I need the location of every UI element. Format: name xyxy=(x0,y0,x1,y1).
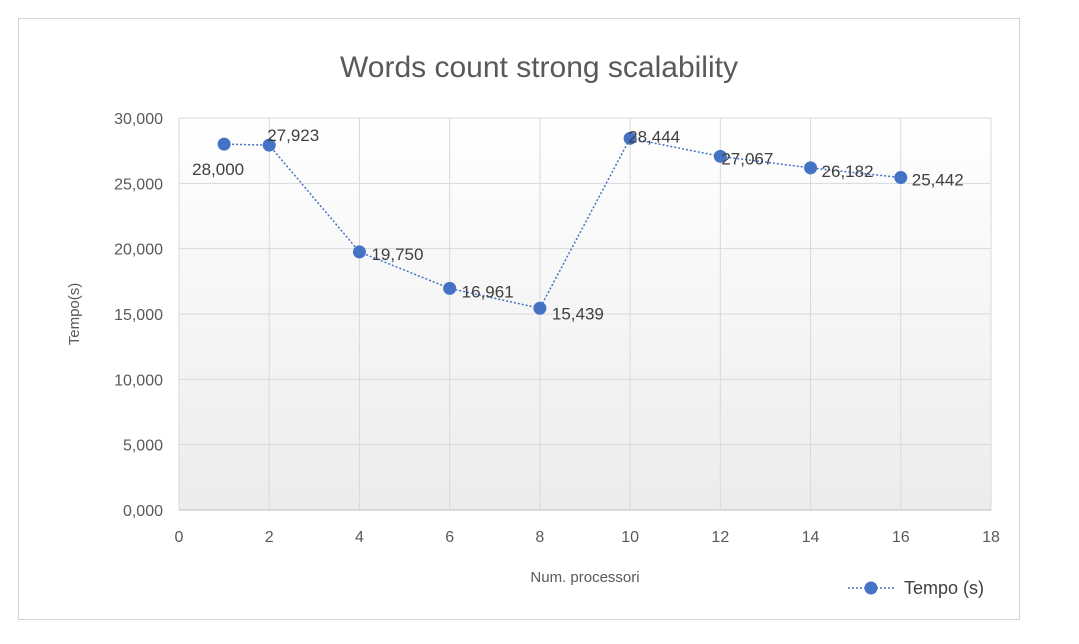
x-axis-title: Num. processori xyxy=(530,569,639,586)
x-tick-label: 0 xyxy=(175,529,184,546)
data-point xyxy=(217,137,231,151)
x-tick-label: 6 xyxy=(445,529,454,546)
data-label: 28,000 xyxy=(192,160,244,179)
x-axis-ticks: 0 2 4 6 8 10 12 14 16 18 xyxy=(175,529,1000,546)
data-point xyxy=(262,138,276,152)
chart-frame: Words count strong scalability 0,000 5,00… xyxy=(18,18,1020,620)
data-point xyxy=(804,161,818,175)
x-tick-label: 10 xyxy=(621,529,639,546)
data-label: 27,067 xyxy=(721,149,773,168)
x-tick-label: 16 xyxy=(892,529,910,546)
chart-canvas: Words count strong scalability 0,000 5,00… xyxy=(66,51,1000,598)
x-tick-label: 12 xyxy=(711,529,729,546)
data-label: 28,444 xyxy=(628,127,680,146)
y-tick-label: 20,000 xyxy=(114,242,163,259)
y-tick-label: 0,000 xyxy=(123,503,163,520)
data-point xyxy=(443,281,457,295)
data-point xyxy=(713,149,727,163)
data-point xyxy=(533,301,547,315)
data-label: 25,442 xyxy=(912,171,964,190)
series-tempo xyxy=(217,131,908,315)
x-tick-label: 4 xyxy=(355,529,364,546)
data-point xyxy=(352,245,366,259)
chart-title: Words count strong scalability xyxy=(340,51,738,84)
y-tick-label: 30,000 xyxy=(114,111,163,128)
data-label: 15,439 xyxy=(552,304,604,323)
y-tick-label: 15,000 xyxy=(114,307,163,324)
data-point xyxy=(623,131,637,145)
data-labels: 28,000 27,923 19,750 16,961 15,439 28,444 27,0… xyxy=(192,126,964,323)
y-axis-title: Tempo(s) xyxy=(66,283,83,346)
y-tick-label: 10,000 xyxy=(114,372,163,389)
x-tick-label: 2 xyxy=(265,529,274,546)
y-axis-ticks: 0,000 5,000 10,000 15,000 20,000 25,000 30,000 xyxy=(114,111,163,520)
y-tick-label: 5,000 xyxy=(123,438,163,455)
data-point xyxy=(894,171,908,185)
data-label: 16,961 xyxy=(462,282,514,301)
legend: Tempo (s) xyxy=(848,578,984,598)
y-tick-label: 25,000 xyxy=(114,176,163,193)
x-tick-label: 14 xyxy=(802,529,820,546)
x-tick-label: 18 xyxy=(982,529,1000,546)
data-label: 19,750 xyxy=(371,245,423,264)
x-tick-label: 8 xyxy=(535,529,544,546)
legend-marker xyxy=(864,581,878,595)
legend-label: Tempo (s) xyxy=(904,578,984,598)
data-label: 26,182 xyxy=(822,162,874,181)
data-label: 27,923 xyxy=(267,126,319,145)
